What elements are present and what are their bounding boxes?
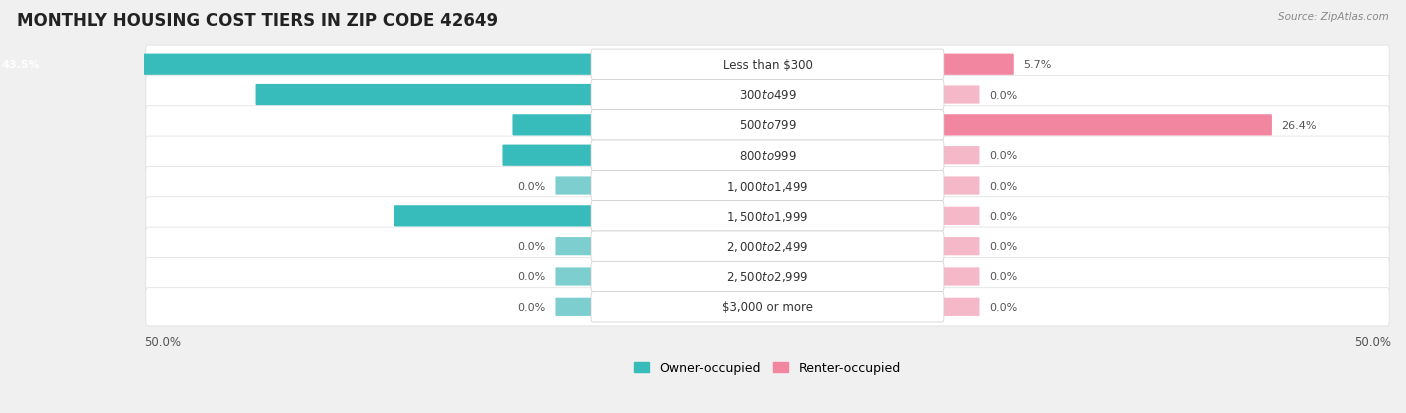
FancyBboxPatch shape bbox=[591, 50, 943, 80]
FancyBboxPatch shape bbox=[394, 206, 593, 227]
FancyBboxPatch shape bbox=[942, 237, 980, 256]
FancyBboxPatch shape bbox=[942, 298, 980, 316]
Text: 0.0%: 0.0% bbox=[990, 151, 1018, 161]
Text: 0.0%: 0.0% bbox=[990, 211, 1018, 221]
Text: 0.0%: 0.0% bbox=[990, 242, 1018, 252]
FancyBboxPatch shape bbox=[555, 298, 593, 316]
Text: 7.2%: 7.2% bbox=[463, 151, 494, 161]
Text: 50.0%: 50.0% bbox=[143, 335, 181, 348]
FancyBboxPatch shape bbox=[591, 292, 943, 322]
FancyBboxPatch shape bbox=[555, 56, 593, 74]
FancyBboxPatch shape bbox=[256, 85, 593, 106]
FancyBboxPatch shape bbox=[146, 107, 1389, 145]
Legend: Owner-occupied, Renter-occupied: Owner-occupied, Renter-occupied bbox=[630, 356, 905, 380]
FancyBboxPatch shape bbox=[512, 115, 593, 136]
Text: 0.0%: 0.0% bbox=[990, 90, 1018, 100]
FancyBboxPatch shape bbox=[942, 207, 980, 225]
Text: Less than $300: Less than $300 bbox=[723, 59, 813, 71]
Text: $500 to $799: $500 to $799 bbox=[738, 119, 796, 132]
FancyBboxPatch shape bbox=[591, 201, 943, 231]
FancyBboxPatch shape bbox=[555, 207, 593, 225]
FancyBboxPatch shape bbox=[146, 228, 1389, 266]
FancyBboxPatch shape bbox=[942, 268, 980, 286]
FancyBboxPatch shape bbox=[942, 86, 980, 104]
Text: $2,000 to $2,499: $2,000 to $2,499 bbox=[727, 240, 808, 254]
Text: 0.0%: 0.0% bbox=[990, 302, 1018, 312]
FancyBboxPatch shape bbox=[502, 145, 593, 166]
Text: $1,000 to $1,499: $1,000 to $1,499 bbox=[727, 179, 808, 193]
Text: 0.0%: 0.0% bbox=[517, 302, 546, 312]
FancyBboxPatch shape bbox=[591, 171, 943, 201]
FancyBboxPatch shape bbox=[942, 147, 980, 165]
Text: 26.4%: 26.4% bbox=[1281, 121, 1317, 131]
FancyBboxPatch shape bbox=[942, 115, 1272, 136]
FancyBboxPatch shape bbox=[591, 141, 943, 171]
FancyBboxPatch shape bbox=[555, 237, 593, 256]
Text: $3,000 or more: $3,000 or more bbox=[721, 301, 813, 313]
Text: $300 to $499: $300 to $499 bbox=[738, 89, 796, 102]
FancyBboxPatch shape bbox=[555, 116, 593, 135]
FancyBboxPatch shape bbox=[942, 177, 980, 195]
Text: 50.0%: 50.0% bbox=[1354, 335, 1391, 348]
Text: 27.0%: 27.0% bbox=[208, 90, 246, 100]
Text: 0.0%: 0.0% bbox=[517, 181, 546, 191]
Text: 43.5%: 43.5% bbox=[1, 60, 41, 70]
Text: 6.4%: 6.4% bbox=[472, 121, 503, 131]
FancyBboxPatch shape bbox=[146, 137, 1389, 175]
Text: $800 to $999: $800 to $999 bbox=[738, 150, 796, 162]
FancyBboxPatch shape bbox=[146, 76, 1389, 114]
FancyBboxPatch shape bbox=[555, 86, 593, 104]
Text: 0.0%: 0.0% bbox=[990, 181, 1018, 191]
FancyBboxPatch shape bbox=[555, 177, 593, 195]
FancyBboxPatch shape bbox=[555, 147, 593, 165]
Text: $2,500 to $2,999: $2,500 to $2,999 bbox=[727, 270, 808, 284]
FancyBboxPatch shape bbox=[591, 262, 943, 292]
FancyBboxPatch shape bbox=[555, 268, 593, 286]
Text: Source: ZipAtlas.com: Source: ZipAtlas.com bbox=[1278, 12, 1389, 22]
Text: 0.0%: 0.0% bbox=[517, 242, 546, 252]
FancyBboxPatch shape bbox=[591, 110, 943, 141]
Text: 0.0%: 0.0% bbox=[990, 272, 1018, 282]
FancyBboxPatch shape bbox=[591, 80, 943, 110]
FancyBboxPatch shape bbox=[942, 55, 1014, 76]
FancyBboxPatch shape bbox=[146, 288, 1389, 326]
FancyBboxPatch shape bbox=[146, 167, 1389, 205]
FancyBboxPatch shape bbox=[942, 56, 980, 74]
FancyBboxPatch shape bbox=[146, 258, 1389, 296]
FancyBboxPatch shape bbox=[146, 197, 1389, 235]
Text: 15.9%: 15.9% bbox=[346, 211, 385, 221]
Text: 0.0%: 0.0% bbox=[517, 272, 546, 282]
FancyBboxPatch shape bbox=[591, 231, 943, 262]
Text: MONTHLY HOUSING COST TIERS IN ZIP CODE 42649: MONTHLY HOUSING COST TIERS IN ZIP CODE 4… bbox=[17, 12, 498, 30]
FancyBboxPatch shape bbox=[49, 55, 593, 76]
Text: 5.7%: 5.7% bbox=[1024, 60, 1052, 70]
FancyBboxPatch shape bbox=[146, 46, 1389, 84]
FancyBboxPatch shape bbox=[942, 116, 980, 135]
Text: $1,500 to $1,999: $1,500 to $1,999 bbox=[727, 209, 808, 223]
